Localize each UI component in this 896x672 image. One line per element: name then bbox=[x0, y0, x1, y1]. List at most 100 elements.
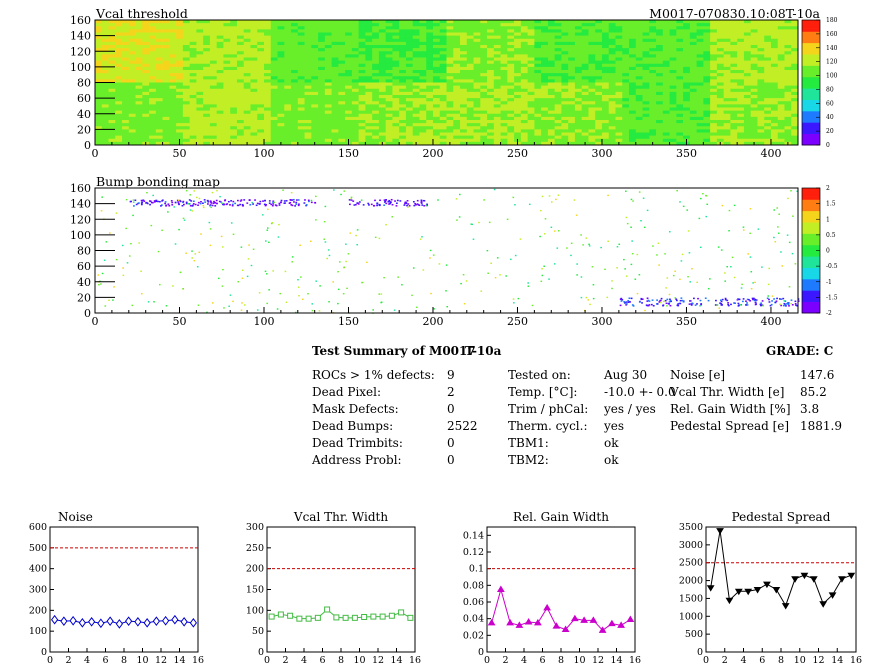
threshold-cell bbox=[432, 51, 441, 55]
threshold-cell bbox=[338, 123, 346, 127]
threshold-cell bbox=[743, 41, 752, 46]
threshold-cell bbox=[601, 63, 610, 68]
threshold-cell bbox=[737, 35, 745, 40]
bump-cell bbox=[258, 292, 261, 294]
threshold-cell bbox=[662, 45, 670, 49]
threshold-cell bbox=[439, 129, 447, 133]
threshold-cell bbox=[716, 138, 724, 143]
threshold-cell bbox=[392, 48, 400, 52]
bump-cell bbox=[699, 299, 702, 302]
threshold-cell bbox=[412, 91, 420, 96]
threshold-cell bbox=[291, 113, 299, 118]
bump-cell bbox=[128, 255, 131, 257]
threshold-cell bbox=[487, 38, 495, 43]
threshold-cell bbox=[487, 135, 495, 140]
bump-cell bbox=[676, 304, 679, 307]
threshold-cell bbox=[784, 120, 792, 124]
threshold-cell bbox=[493, 101, 501, 105]
threshold-cell bbox=[730, 38, 738, 43]
bump-cell bbox=[254, 199, 256, 201]
threshold-cell bbox=[608, 60, 616, 65]
threshold-cell bbox=[155, 126, 163, 130]
threshold-cell bbox=[507, 88, 515, 93]
threshold-cell bbox=[710, 29, 718, 33]
threshold-cell bbox=[311, 35, 319, 40]
threshold-cell bbox=[460, 95, 468, 99]
threshold-cell bbox=[683, 63, 691, 68]
threshold-cell bbox=[405, 23, 414, 27]
bump-cell bbox=[348, 199, 351, 201]
threshold-cell bbox=[250, 23, 258, 27]
bump-cell bbox=[230, 200, 233, 202]
bump-cell bbox=[699, 305, 701, 307]
bump-cell bbox=[197, 201, 200, 204]
threshold-cell bbox=[764, 110, 772, 115]
bump-cell bbox=[749, 208, 752, 210]
threshold-cell bbox=[358, 66, 366, 71]
threshold-cell bbox=[311, 138, 319, 143]
threshold-cell bbox=[399, 129, 407, 133]
threshold-cell bbox=[176, 91, 184, 96]
bump-cell bbox=[705, 195, 708, 197]
threshold-cell bbox=[304, 29, 312, 33]
threshold-cell bbox=[716, 101, 724, 105]
threshold-cell bbox=[162, 29, 170, 33]
threshold-cell bbox=[480, 48, 488, 52]
threshold-cell bbox=[270, 76, 278, 80]
threshold-cell bbox=[696, 82, 704, 86]
threshold-cell bbox=[500, 63, 508, 68]
threshold-cell bbox=[426, 66, 434, 71]
threshold-cell bbox=[757, 88, 765, 93]
bump-cell bbox=[721, 304, 724, 306]
threshold-cell bbox=[683, 60, 691, 65]
threshold-cell bbox=[351, 54, 359, 58]
threshold-cell bbox=[642, 48, 650, 52]
threshold-cell bbox=[615, 104, 623, 108]
threshold-cell bbox=[250, 110, 258, 115]
threshold-cell bbox=[270, 113, 278, 118]
threshold-cell bbox=[230, 60, 238, 65]
threshold-cell bbox=[500, 88, 508, 93]
threshold-cell bbox=[128, 120, 136, 124]
threshold-cell bbox=[777, 79, 785, 83]
threshold-cell bbox=[311, 57, 319, 61]
threshold-cell bbox=[534, 95, 542, 99]
threshold-cell bbox=[737, 48, 745, 52]
threshold-cell bbox=[784, 104, 792, 108]
threshold-cell bbox=[263, 60, 272, 65]
threshold-cell bbox=[662, 88, 670, 93]
threshold-cell bbox=[527, 51, 535, 55]
threshold-cell bbox=[574, 51, 583, 55]
threshold-cell bbox=[581, 66, 589, 71]
threshold-cell bbox=[108, 120, 116, 124]
threshold-cell bbox=[182, 135, 190, 140]
threshold-cell bbox=[128, 29, 136, 33]
threshold-cell bbox=[176, 63, 184, 68]
threshold-cell bbox=[662, 73, 670, 77]
bump-cell bbox=[380, 293, 383, 295]
threshold-cell bbox=[412, 63, 420, 68]
threshold-cell bbox=[439, 138, 447, 143]
threshold-cell bbox=[270, 51, 278, 55]
threshold-cell bbox=[230, 88, 238, 93]
threshold-cell bbox=[284, 76, 292, 80]
bump-cell bbox=[157, 250, 160, 253]
threshold-cell bbox=[547, 23, 556, 27]
threshold-cell bbox=[642, 20, 650, 24]
bump-cell bbox=[318, 310, 321, 312]
bump-cell bbox=[206, 311, 208, 314]
threshold-cell bbox=[311, 123, 319, 127]
threshold-cell bbox=[155, 85, 163, 90]
threshold-cell bbox=[683, 132, 691, 136]
threshold-cell bbox=[689, 132, 697, 136]
threshold-cell bbox=[284, 132, 292, 136]
threshold-cell bbox=[750, 129, 758, 133]
threshold-cell bbox=[182, 60, 190, 65]
colorbar-band bbox=[802, 99, 820, 103]
threshold-cell bbox=[547, 110, 556, 115]
threshold-cell bbox=[169, 51, 177, 55]
threshold-cell bbox=[716, 82, 724, 86]
threshold-cell bbox=[453, 95, 461, 99]
threshold-cell bbox=[730, 63, 738, 68]
threshold-cell bbox=[493, 113, 501, 118]
